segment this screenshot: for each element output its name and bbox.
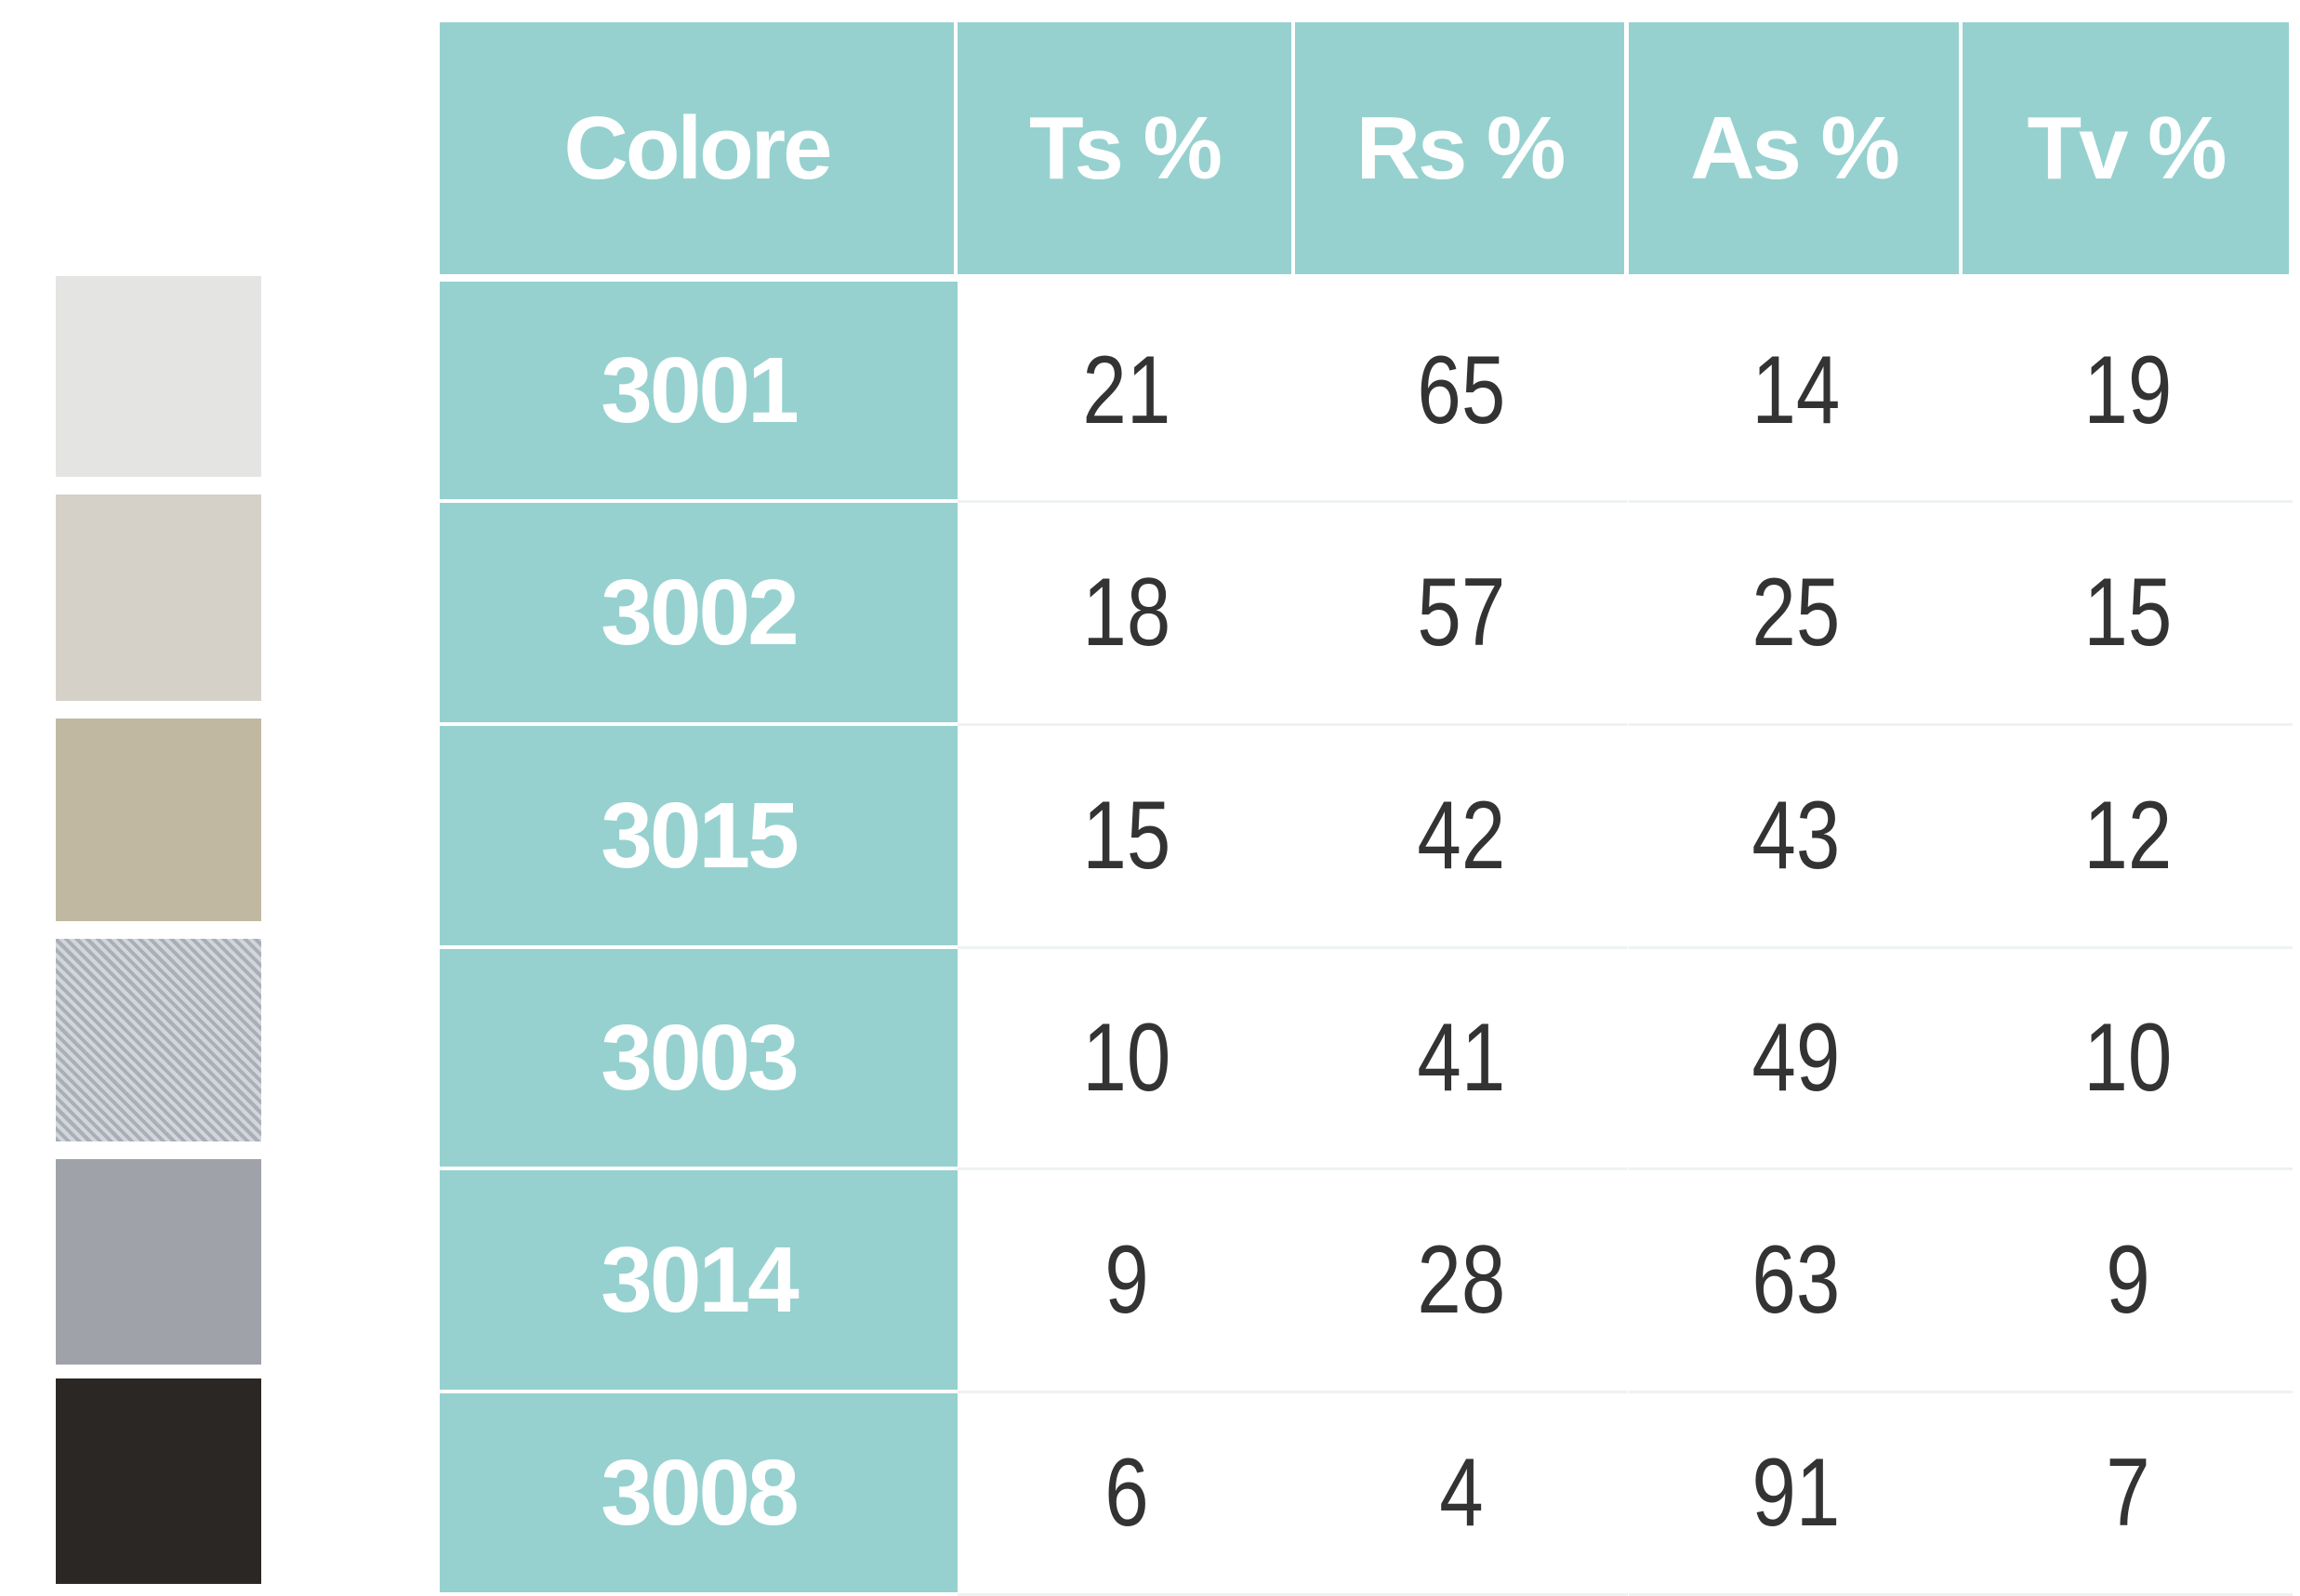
value-cell: 42 xyxy=(1295,726,1628,949)
header-cell: Rs % xyxy=(1295,22,1624,274)
header-cell: Ts % xyxy=(958,22,1291,274)
row-key: 3001 xyxy=(440,282,958,499)
value-cell: 91 xyxy=(1629,1393,1963,1596)
value-cell: 41 xyxy=(1295,949,1628,1170)
value-cell: 14 xyxy=(1629,282,1963,503)
value-cell: 10 xyxy=(958,949,1295,1170)
value-cell: 28 xyxy=(1295,1170,1628,1393)
value-cell: 10 xyxy=(1963,949,2293,1170)
swatch xyxy=(56,1159,261,1365)
row-key: 3008 xyxy=(440,1393,958,1592)
value-cell: 6 xyxy=(958,1393,1295,1596)
header-cell: As % xyxy=(1629,22,1959,274)
header-cell: Tv % xyxy=(1963,22,2289,274)
swatch xyxy=(56,719,261,921)
row-key: 3014 xyxy=(440,1170,958,1390)
value-cell: 18 xyxy=(958,503,1295,726)
value-cell: 65 xyxy=(1295,282,1628,503)
page: ColoreTs %Rs %As %Tv % 300121651419 300218… xyxy=(0,0,2300,1592)
value-cell: 57 xyxy=(1295,503,1628,726)
value-cell: 43 xyxy=(1629,726,1963,949)
value-cell: 21 xyxy=(958,282,1295,503)
value-cell: 12 xyxy=(1963,726,2293,949)
value-cell: 49 xyxy=(1629,949,1963,1170)
header-cell: Colore xyxy=(440,22,954,274)
value-cell: 15 xyxy=(1963,503,2293,726)
swatch xyxy=(56,939,261,1141)
value-cell: 7 xyxy=(1963,1393,2293,1596)
row-key: 3002 xyxy=(440,503,958,722)
value-cell: 9 xyxy=(958,1170,1295,1393)
value-cell: 19 xyxy=(1963,282,2293,503)
value-cell: 4 xyxy=(1295,1393,1628,1596)
row-key: 3015 xyxy=(440,726,958,945)
value-cell: 9 xyxy=(1963,1170,2293,1393)
value-cell: 15 xyxy=(958,726,1295,949)
value-cell: 63 xyxy=(1629,1170,1963,1393)
swatch xyxy=(56,276,261,477)
value-cell: 25 xyxy=(1629,503,1963,726)
row-key: 3003 xyxy=(440,949,958,1167)
swatch xyxy=(56,495,261,701)
swatch xyxy=(56,1378,261,1584)
